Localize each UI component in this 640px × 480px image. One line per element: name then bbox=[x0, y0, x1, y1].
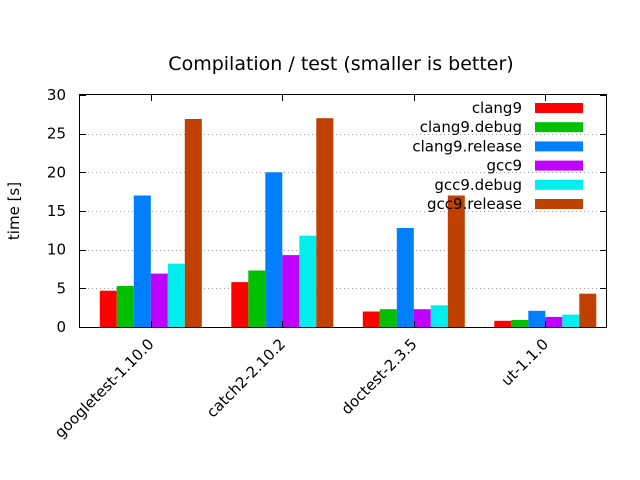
plot-frame bbox=[79, 94, 607, 328]
x-tick-label: doctest-2.3.5 bbox=[338, 335, 421, 418]
legend-label: gcc9 bbox=[486, 157, 522, 175]
legend-label: clang9 bbox=[472, 99, 522, 117]
y-tick-label: 20 bbox=[47, 163, 66, 181]
y-tick-label: 10 bbox=[47, 241, 66, 259]
grid-lines bbox=[80, 134, 606, 289]
chart-title: Compilation / test (smaller is better) bbox=[168, 53, 513, 75]
bar-clang9-release bbox=[133, 195, 151, 327]
y-axis-ticks: 0 5 10 15 20 25 30 bbox=[47, 86, 606, 336]
bar-gcc9 bbox=[545, 316, 563, 327]
bar-gcc9 bbox=[413, 309, 431, 327]
legend-swatch bbox=[535, 160, 583, 171]
x-tick-label: ut-1.1.0 bbox=[498, 335, 552, 389]
y-axis-label: time [s] bbox=[5, 182, 23, 240]
y-tick-label: 25 bbox=[47, 125, 66, 143]
y-tick-label: 0 bbox=[56, 318, 66, 336]
bar-gcc9-debug bbox=[562, 314, 580, 327]
bar-clang9-debug bbox=[511, 320, 529, 327]
legend-swatch bbox=[535, 179, 583, 190]
bar-clang9-debug bbox=[379, 309, 397, 327]
y-tick-label: 5 bbox=[56, 279, 66, 297]
bar-gcc9-debug bbox=[167, 263, 185, 327]
bar-gcc9-debug bbox=[299, 235, 317, 327]
bar-gcc9 bbox=[150, 273, 168, 327]
x-tick-label: catch2-2.10.2 bbox=[203, 335, 289, 421]
bar-gcc9 bbox=[282, 255, 300, 327]
bar-gcc9-debug bbox=[430, 305, 448, 327]
bar-clang9-release bbox=[396, 228, 414, 327]
bar-clang9-release bbox=[528, 310, 546, 327]
bar-clang9-debug bbox=[116, 286, 134, 327]
bar-gcc9-release bbox=[184, 119, 202, 327]
legend-swatch bbox=[535, 141, 583, 152]
legend-swatch bbox=[535, 103, 583, 113]
legend-label: clang9.release bbox=[412, 137, 522, 155]
bar-clang9 bbox=[231, 282, 249, 327]
legend-label: gcc9.release bbox=[427, 195, 522, 213]
y-tick-label: 15 bbox=[47, 202, 66, 220]
bars bbox=[99, 118, 597, 327]
bar-clang9 bbox=[99, 290, 117, 327]
bar-clang9 bbox=[494, 320, 512, 327]
legend-label: gcc9.debug bbox=[434, 176, 522, 194]
y-tick-label: 30 bbox=[47, 86, 66, 104]
bar-gcc9-release bbox=[316, 118, 334, 327]
bar-clang9 bbox=[362, 311, 380, 327]
bar-clang9-debug bbox=[248, 270, 266, 327]
bar-gcc9-release bbox=[447, 195, 465, 327]
legend-swatch bbox=[535, 199, 583, 209]
legend-swatch bbox=[535, 122, 583, 133]
legend: clang9clang9.debugclang9.releasegcc9gcc9… bbox=[412, 99, 583, 213]
bar-gcc9-release bbox=[579, 293, 597, 327]
legend-label: clang9.debug bbox=[420, 118, 522, 136]
bar-clang9-release bbox=[265, 172, 283, 327]
x-tick-label: googletest-1.10.0 bbox=[51, 335, 158, 442]
